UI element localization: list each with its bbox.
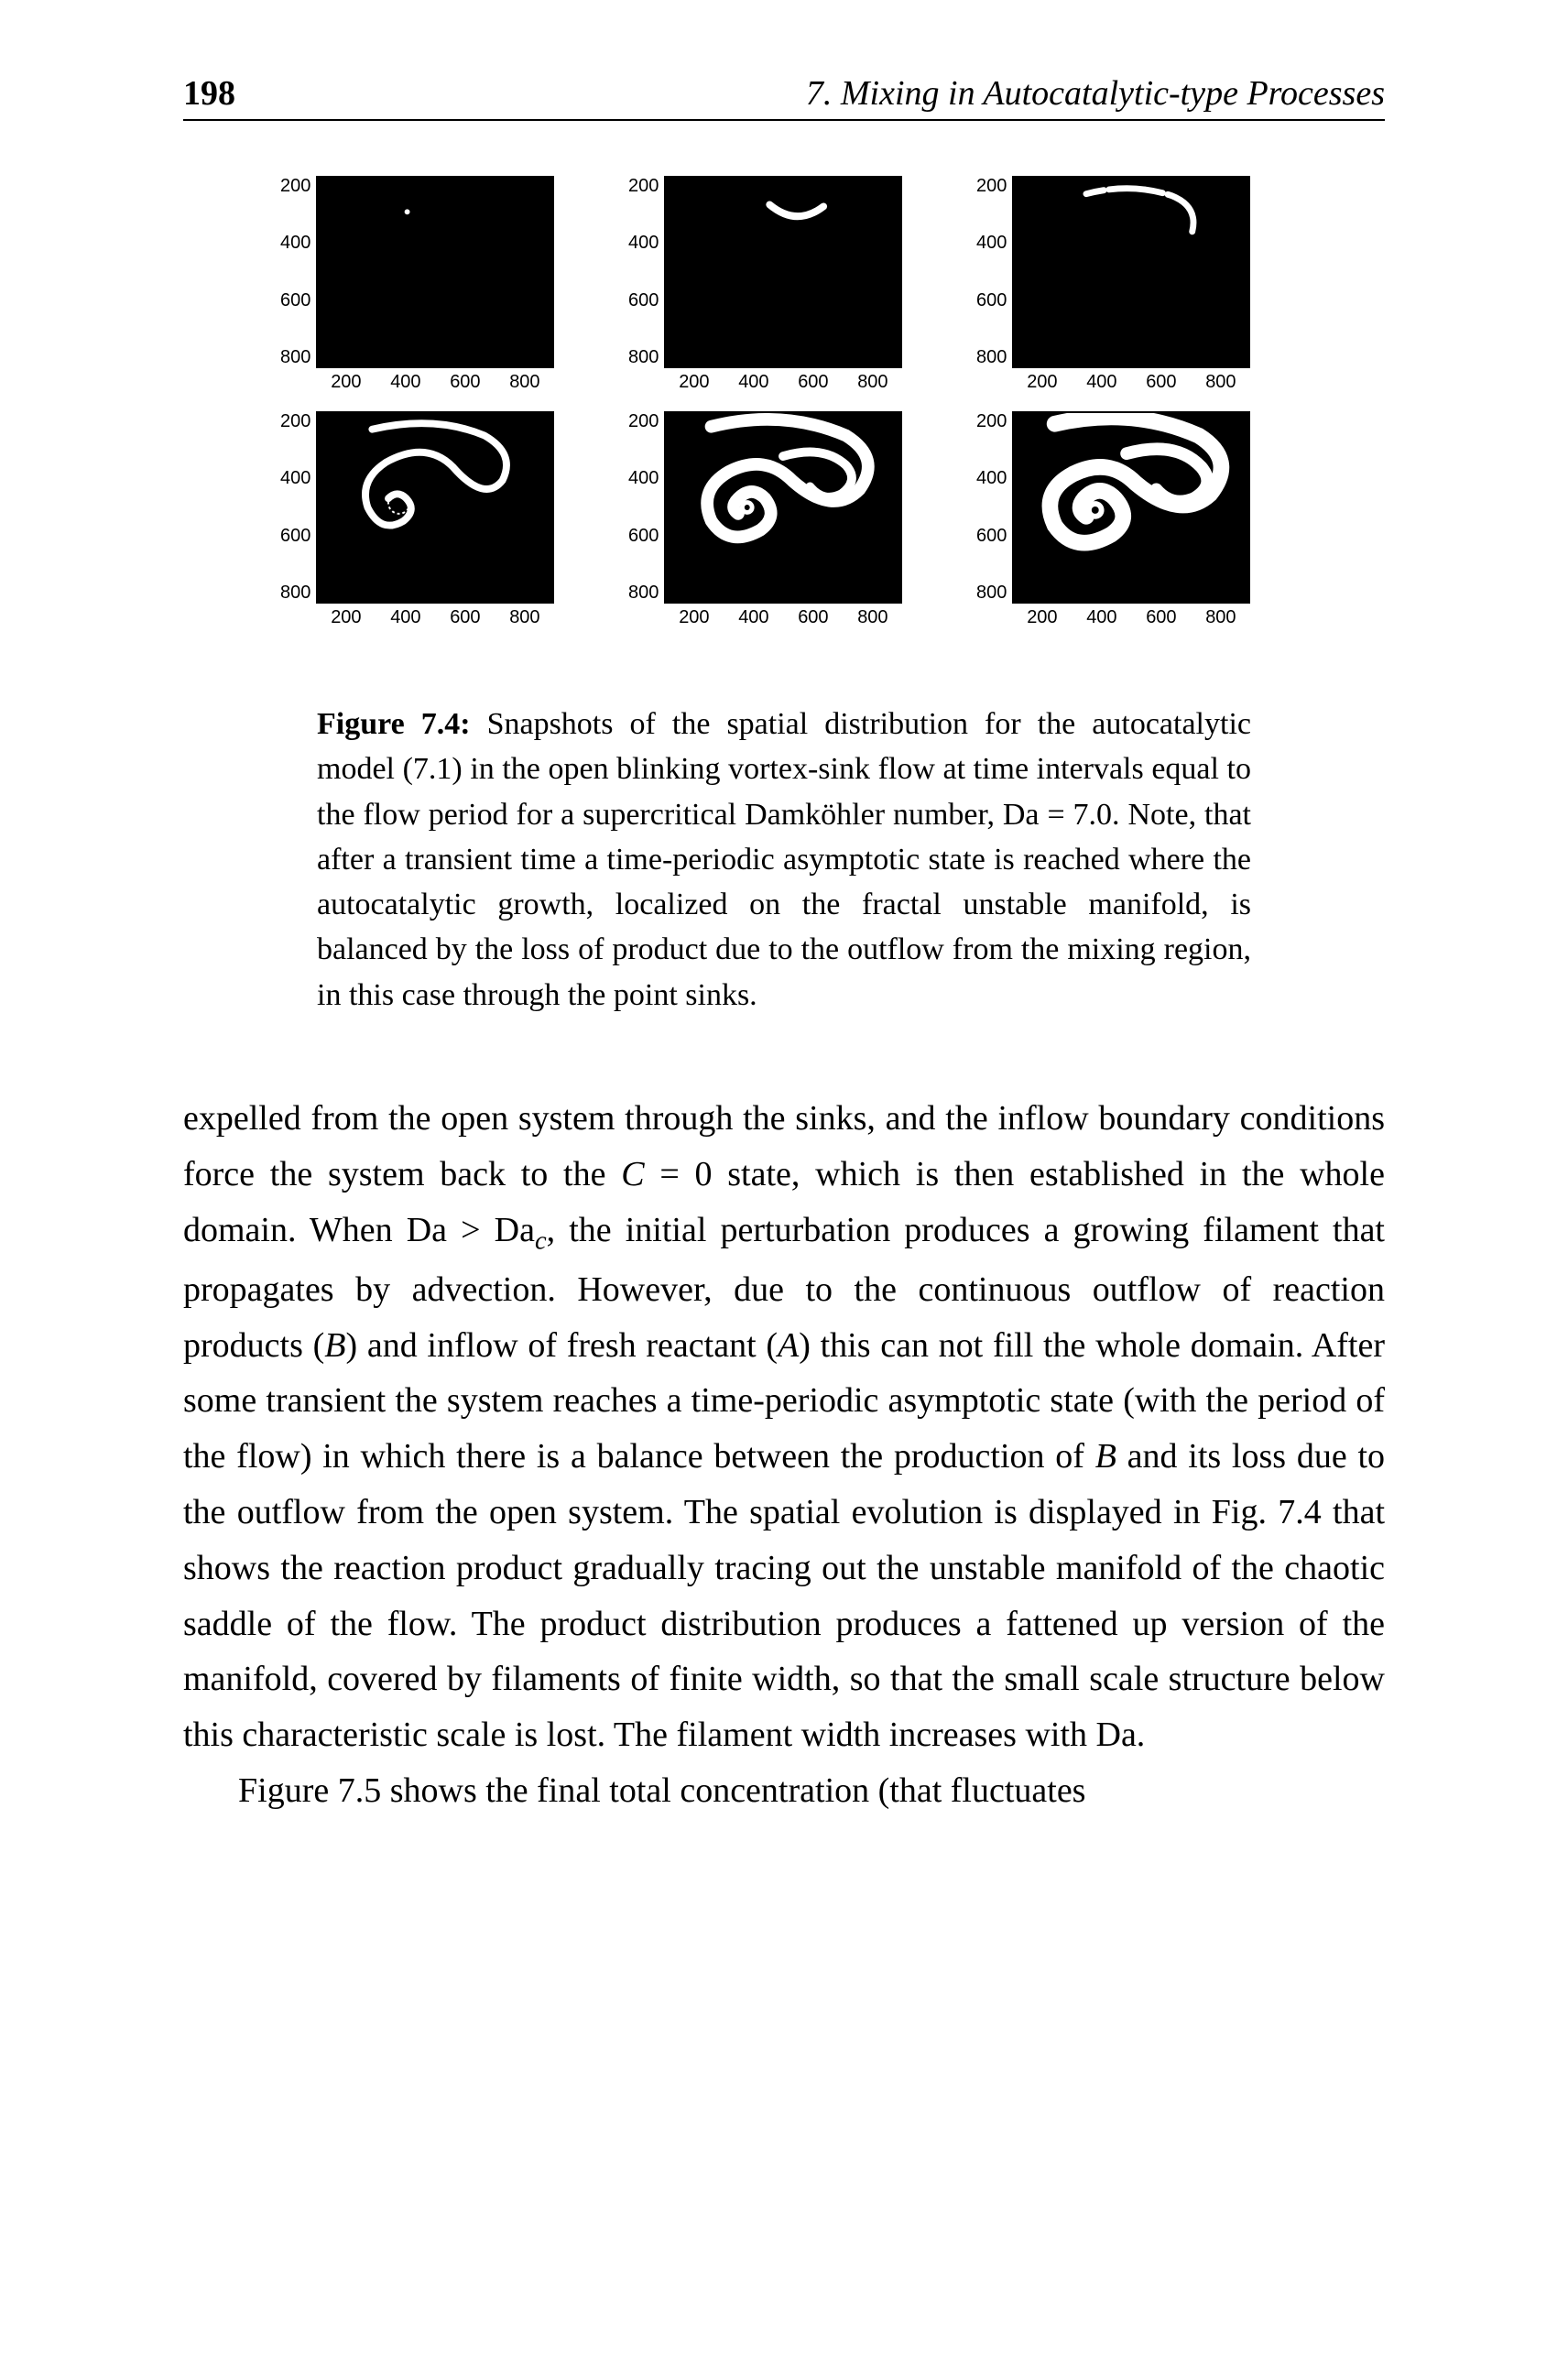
- tick-label: 200: [331, 372, 361, 393]
- page-header: 198 7. Mixing in Autocatalytic-type Proc…: [183, 73, 1385, 121]
- tick-label: 400: [390, 372, 420, 393]
- figure-label: Figure 7.4:: [317, 707, 471, 741]
- tick-label: 800: [857, 372, 887, 393]
- tick-label: 400: [280, 468, 310, 489]
- tick-label: 400: [628, 233, 659, 254]
- tick-label: 800: [857, 607, 887, 628]
- tick-label: 200: [1027, 607, 1057, 628]
- tick-label: 600: [798, 607, 828, 628]
- tick-label: 400: [390, 607, 420, 628]
- figure-panel: 200 400 600 800 200 400 600 80: [628, 176, 940, 393]
- x-axis-ticks: 200 400 600 800: [316, 368, 554, 393]
- text-run: and its loss due to the outflow from the…: [183, 1437, 1385, 1754]
- tick-label: 200: [976, 411, 1007, 432]
- y-axis-ticks: 200 400 600 800: [628, 176, 664, 368]
- tick-label: 600: [628, 290, 659, 311]
- body-text: expelled from the open system through th…: [183, 1091, 1385, 1819]
- text-run: Figure 7.5 shows the final total concent…: [238, 1771, 1085, 1810]
- x-axis-ticks: 200 400 600 800: [1012, 604, 1250, 628]
- tick-label: 800: [1205, 607, 1236, 628]
- tick-label: 200: [628, 176, 659, 197]
- page-number: 198: [183, 73, 235, 114]
- plot-area: [664, 176, 902, 368]
- tick-label: 600: [976, 290, 1007, 311]
- tick-label: 600: [798, 372, 828, 393]
- tick-label: 600: [450, 372, 480, 393]
- figure-caption: Figure 7.4: Snapshots of the spatial dis…: [280, 702, 1288, 1018]
- x-axis-ticks: 200 400 600 800: [316, 604, 554, 628]
- tick-label: 600: [450, 607, 480, 628]
- tick-label: 600: [1146, 372, 1176, 393]
- x-axis-ticks: 200 400 600 800: [1012, 368, 1250, 393]
- y-axis-ticks: 200 400 600 800: [628, 411, 664, 604]
- tick-label: 800: [628, 347, 659, 368]
- tick-label: 600: [1146, 607, 1176, 628]
- tick-label: 800: [509, 607, 539, 628]
- figure-panel: 200 400 600 800 200 400 600 80: [280, 176, 592, 393]
- tick-label: 600: [280, 526, 310, 547]
- tick-label: 800: [628, 583, 659, 604]
- tick-label: 600: [628, 526, 659, 547]
- tick-label: 400: [976, 468, 1007, 489]
- tick-label: 200: [628, 411, 659, 432]
- tick-label: 800: [976, 583, 1007, 604]
- tick-label: 200: [1027, 372, 1057, 393]
- subscript: c: [535, 1226, 547, 1255]
- tick-label: 200: [679, 607, 709, 628]
- tick-label: 400: [1086, 607, 1116, 628]
- figure-caption-text: Snapshots of the spatial distribution fo…: [317, 707, 1251, 1012]
- figure-panel: 200 400 600 800 200 400 600: [280, 411, 592, 628]
- tick-label: 800: [976, 347, 1007, 368]
- math-symbol: A: [778, 1326, 799, 1365]
- math-symbol: B: [324, 1326, 345, 1365]
- x-axis-ticks: 200 400 600 800: [664, 604, 902, 628]
- y-axis-ticks: 200 400 600 800: [280, 176, 316, 368]
- paragraph: Figure 7.5 shows the final total concent…: [183, 1763, 1385, 1819]
- tick-label: 400: [628, 468, 659, 489]
- tick-label: 400: [280, 233, 310, 254]
- tick-label: 800: [280, 583, 310, 604]
- tick-label: 400: [738, 372, 768, 393]
- tick-label: 200: [280, 176, 310, 197]
- plot-area: [1012, 176, 1250, 368]
- paragraph: expelled from the open system through th…: [183, 1091, 1385, 1763]
- figure-panels-grid: 200 400 600 800 200 400 600 80: [280, 176, 1288, 628]
- figure-panel: 200 400 600 800 200 400 600 80: [976, 176, 1288, 393]
- plot-area: [316, 176, 554, 368]
- tick-label: 200: [331, 607, 361, 628]
- tick-label: 400: [976, 233, 1007, 254]
- tick-label: 600: [976, 526, 1007, 547]
- tick-label: 400: [1086, 372, 1116, 393]
- x-axis-ticks: 200 400 600 800: [664, 368, 902, 393]
- tick-label: 800: [509, 372, 539, 393]
- tick-label: 800: [1205, 372, 1236, 393]
- tick-label: 200: [280, 411, 310, 432]
- tick-label: 600: [280, 290, 310, 311]
- math-symbol: B: [1095, 1437, 1116, 1476]
- y-axis-ticks: 200 400 600 800: [976, 176, 1012, 368]
- plot-area: [664, 411, 902, 604]
- text-run: ) and inflow of fresh reactant (: [345, 1326, 778, 1365]
- chapter-title: 7. Mixing in Autocatalytic-type Processe…: [806, 73, 1385, 114]
- figure-7-4: 200 400 600 800 200 400 600 80: [280, 176, 1288, 1018]
- figure-panel: 200 400 600 800 200: [976, 411, 1288, 628]
- tick-label: 400: [738, 607, 768, 628]
- y-axis-ticks: 200 400 600 800: [280, 411, 316, 604]
- tick-label: 800: [280, 347, 310, 368]
- plot-area: [1012, 411, 1250, 604]
- math-symbol: C: [621, 1155, 644, 1193]
- tick-label: 200: [679, 372, 709, 393]
- y-axis-ticks: 200 400 600 800: [976, 411, 1012, 604]
- plot-area: [316, 411, 554, 604]
- tick-label: 200: [976, 176, 1007, 197]
- figure-panel: 200 400 600 800 200: [628, 411, 940, 628]
